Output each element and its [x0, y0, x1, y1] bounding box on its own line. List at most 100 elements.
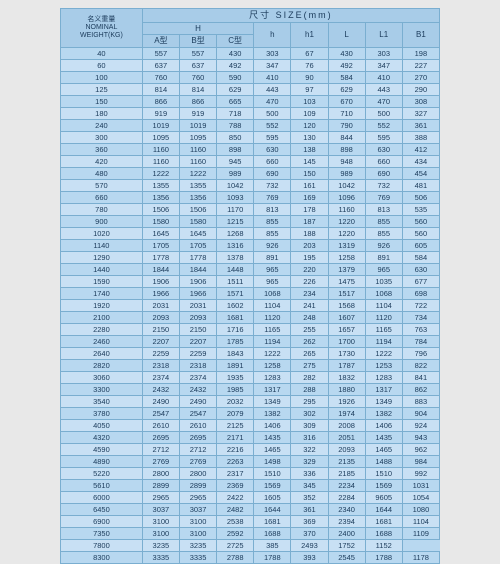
table-cell: 552	[254, 119, 291, 131]
table-cell: 2317	[217, 467, 254, 479]
table-cell: 410	[365, 71, 402, 83]
table-cell: 1042	[328, 179, 365, 191]
table-cell: 6450	[61, 503, 143, 515]
table-row: 2280215021501716116525516571165763	[61, 323, 440, 335]
table-cell: 7350	[61, 527, 143, 539]
table-cell: 6900	[61, 515, 143, 527]
table-row: 11401705170513169262031319926605	[61, 239, 440, 251]
table-cell: 2432	[142, 383, 179, 395]
table-cell: 1644	[254, 503, 291, 515]
table-cell: 630	[402, 263, 439, 275]
table-cell: 866	[179, 95, 216, 107]
table-cell: 1935	[217, 371, 254, 383]
table-cell: 103	[291, 95, 328, 107]
table-cell: 660	[254, 155, 291, 167]
table-cell: 2031	[179, 299, 216, 311]
table-cell: 492	[328, 59, 365, 71]
table-cell: 2100	[61, 311, 143, 323]
table-cell: 2422	[217, 491, 254, 503]
table-cell: 265	[291, 347, 328, 359]
table-cell: 1140	[61, 239, 143, 251]
table-cell: 732	[254, 179, 291, 191]
table-cell: 393	[291, 551, 328, 563]
table-cell: 1035	[365, 275, 402, 287]
table-cell: 454	[402, 167, 439, 179]
table-cell: 1569	[254, 479, 291, 491]
table-cell: 1093	[217, 191, 254, 203]
table-row: 1740196619661571106823415171068698	[61, 287, 440, 299]
table-cell: 1568	[328, 299, 365, 311]
table-cell: 2695	[142, 431, 179, 443]
table-cell: 4050	[61, 419, 143, 431]
table-header: 名义重量 NOMINAL WEIGHT(KG) 尺寸 SIZE(mm) H h …	[61, 9, 440, 48]
table-cell: 904	[402, 407, 439, 419]
table-cell: 584	[402, 251, 439, 263]
table-cell: 9605	[365, 491, 402, 503]
table-cell: 1832	[328, 371, 365, 383]
table-cell: 855	[254, 227, 291, 239]
table-cell: 2185	[328, 467, 365, 479]
table-cell: 3235	[142, 539, 179, 551]
table-cell: 1785	[217, 335, 254, 347]
table-cell: 1920	[61, 299, 143, 311]
table-cell: 2051	[328, 431, 365, 443]
table-cell: 2079	[217, 407, 254, 419]
table-cell: 1787	[328, 359, 365, 371]
table-cell: 919	[142, 107, 179, 119]
table-cell: 2712	[142, 443, 179, 455]
table-cell: 1378	[217, 251, 254, 263]
table-cell: 3037	[179, 503, 216, 515]
table-cell: 1788	[254, 551, 291, 563]
table-row: 2640225922591843122226517301222796	[61, 347, 440, 359]
table-cell: 303	[254, 47, 291, 59]
table-row: 3540249024902032134929519261349883	[61, 395, 440, 407]
table-cell: 385	[254, 539, 291, 551]
table-cell: 560	[402, 215, 439, 227]
table-cell: 169	[291, 191, 328, 203]
table-cell: 722	[402, 299, 439, 311]
table-cell: 1222	[179, 167, 216, 179]
table-cell: 677	[402, 275, 439, 287]
table-cell: 866	[142, 95, 179, 107]
table-cell: 1356	[142, 191, 179, 203]
table-cell: 2482	[217, 503, 254, 515]
table-cell: 850	[217, 131, 254, 143]
table-cell: 1435	[365, 431, 402, 443]
table-cell: 1031	[402, 479, 439, 491]
table-cell: 665	[217, 95, 254, 107]
table-cell: 2800	[142, 467, 179, 479]
table-cell: 1716	[217, 323, 254, 335]
table-cell: 1319	[328, 239, 365, 251]
table-cell: 2234	[328, 479, 365, 491]
table-cell: 629	[328, 83, 365, 95]
table-cell: 822	[402, 359, 439, 371]
table-cell: 2008	[328, 419, 365, 431]
table-cell: 814	[179, 83, 216, 95]
table-cell: 1506	[142, 203, 179, 215]
table-cell: 1602	[217, 299, 254, 311]
table-cell: 262	[291, 335, 328, 347]
table-cell: 992	[402, 467, 439, 479]
table-cell: 1926	[328, 395, 365, 407]
table-row: 3060237423741935128328218321283841	[61, 371, 440, 383]
table-cell: 760	[179, 71, 216, 83]
table-cell: 769	[254, 191, 291, 203]
table-cell: 1778	[142, 251, 179, 263]
table-cell: 2093	[179, 311, 216, 323]
table-row: 12901778177813788911951258891584	[61, 251, 440, 263]
table-cell: 2135	[328, 455, 365, 467]
table-cell: 481	[402, 179, 439, 191]
table-cell: 552	[365, 119, 402, 131]
table-cell: 1681	[254, 515, 291, 527]
table-row: 180919919718500109710500327	[61, 107, 440, 119]
table-cell: 1194	[254, 335, 291, 347]
table-row: 2820231823181891125827517871253822	[61, 359, 440, 371]
table-cell: 1317	[254, 383, 291, 395]
table-cell: 1700	[328, 335, 365, 347]
table-cell: 1316	[217, 239, 254, 251]
table-row: 10076076059041090584410270	[61, 71, 440, 83]
table-cell: 369	[291, 515, 328, 527]
table-cell: 898	[328, 143, 365, 155]
table-cell: 1068	[254, 287, 291, 299]
table-cell: 187	[291, 215, 328, 227]
